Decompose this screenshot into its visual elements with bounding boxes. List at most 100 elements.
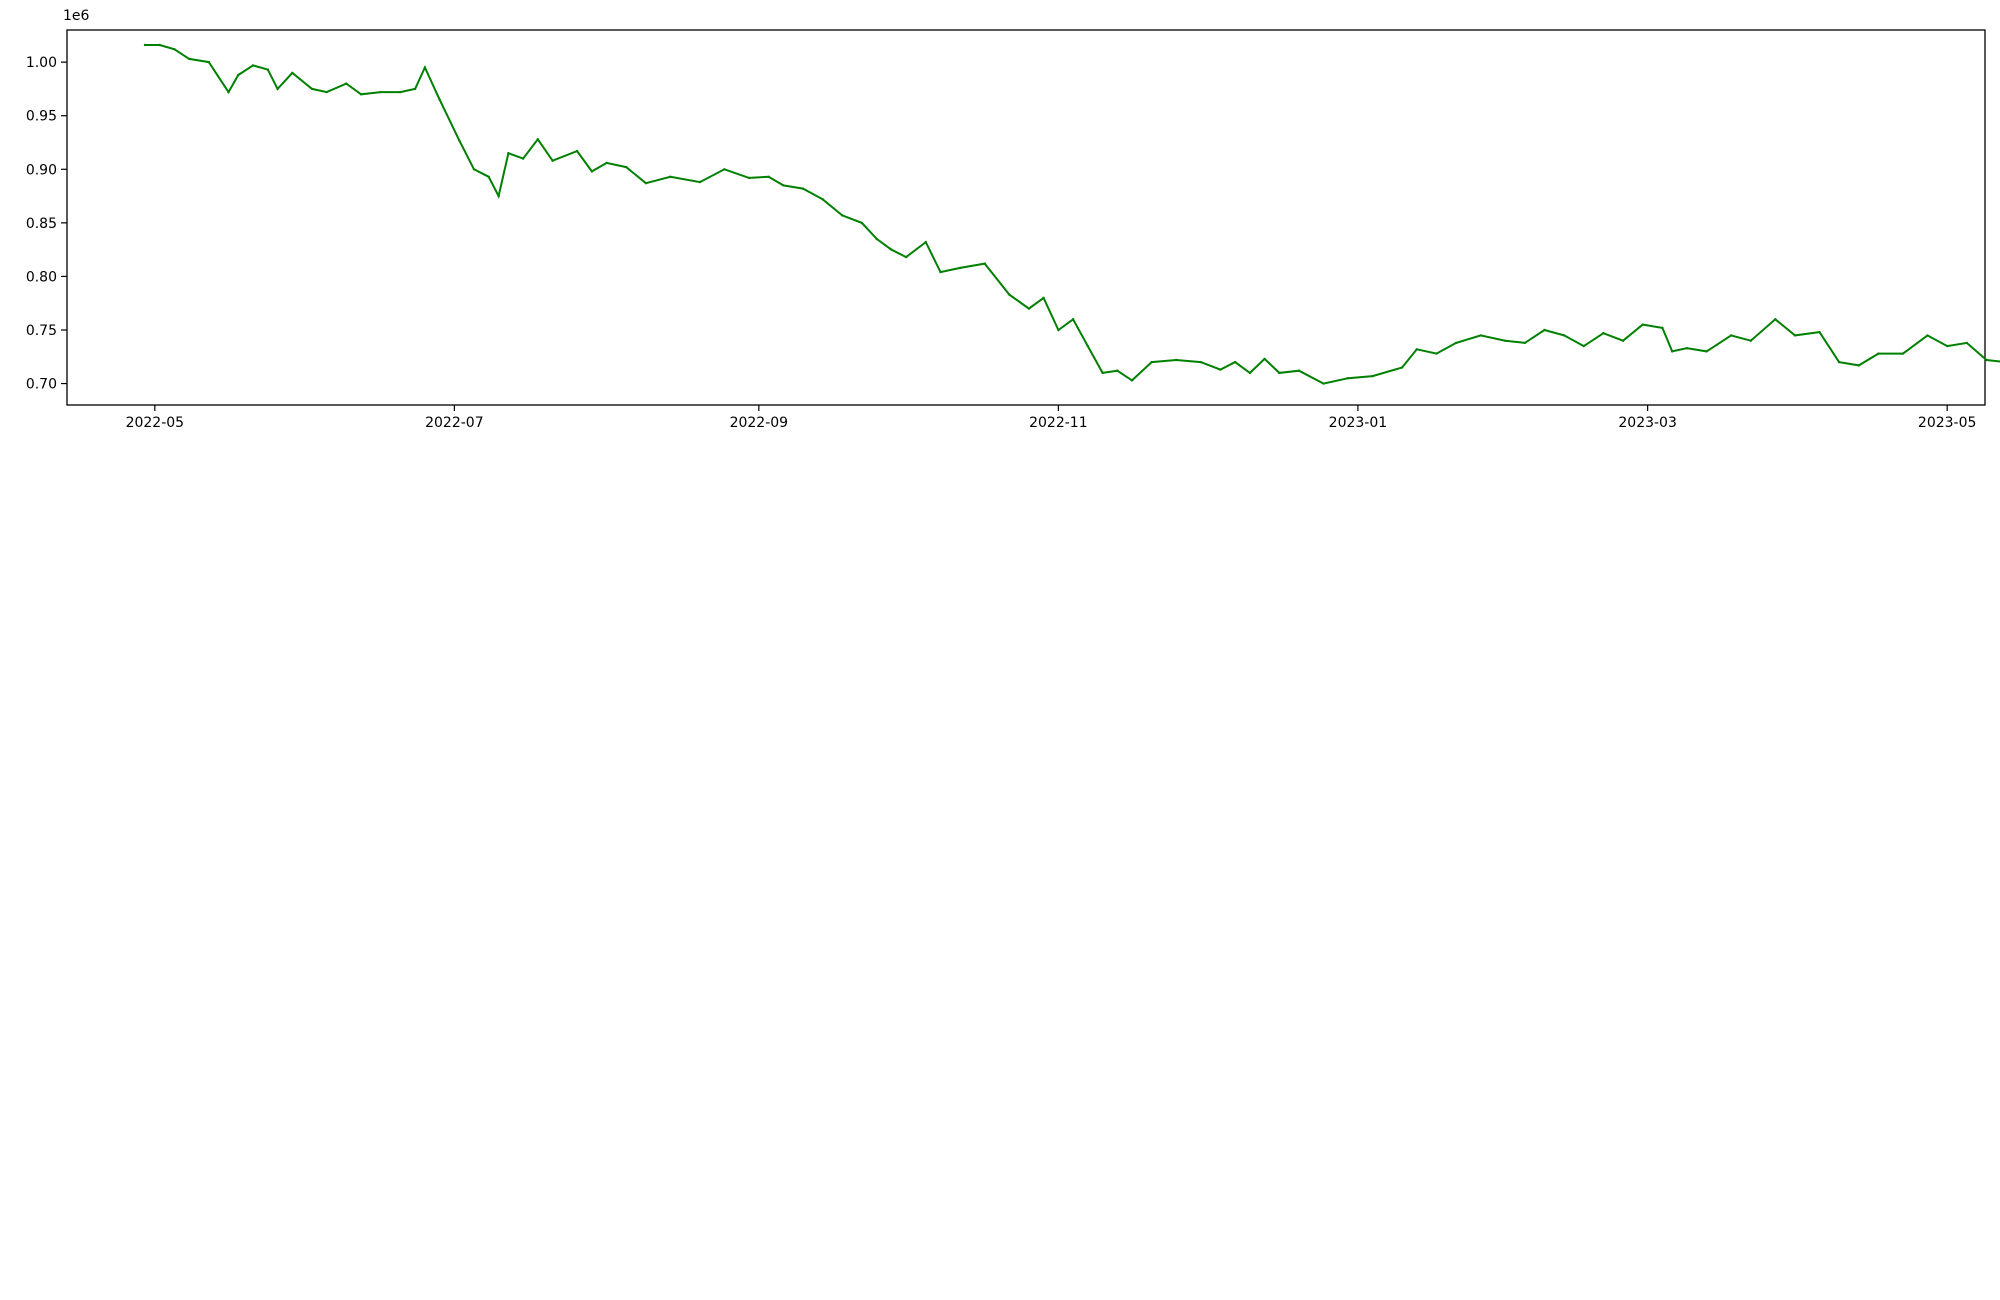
price-point [1199,360,1203,364]
price-point [359,93,363,96]
price-point [1150,360,1153,364]
price-point [1563,334,1566,337]
price-point [1086,344,1090,348]
price-point [782,184,785,187]
price-point [1071,318,1075,321]
price-point [1435,352,1438,355]
price-point [310,87,314,91]
price-point [860,221,864,225]
price-point [173,48,176,51]
price-point [1219,368,1222,371]
price-point [188,57,191,61]
price-point [1621,339,1625,342]
price-point [1008,293,1011,296]
price-point [1233,360,1237,364]
price-point [1263,357,1266,361]
price-y-tick-label: 0.85 [26,216,57,232]
x-tick-label: 2023-05 [1918,415,1977,431]
price-point [1837,360,1841,364]
price-point [1774,318,1777,321]
price-point [237,73,240,77]
price-point [1857,364,1861,367]
price-series-line [145,44,2000,385]
price-point [1322,382,1325,385]
price-y-tick-label: 0.75 [26,323,57,339]
price-point [959,266,962,270]
price-point [841,214,844,217]
price-point [590,170,594,173]
price-point [1946,344,1949,348]
price-point [158,43,161,47]
price-point [983,262,986,265]
price-point [1901,352,1905,355]
price-point [1346,377,1350,380]
price-plot-frame [66,29,1986,406]
price-y-tick-label: 0.80 [26,269,57,285]
price-offset-label: 1e6 [63,8,90,24]
price-point [497,194,500,198]
price-point [1042,296,1045,300]
price-point [644,182,648,185]
price-point [487,175,490,178]
price-point [521,157,525,160]
price-point [723,168,726,171]
price-y-tick-label: 1.00 [26,55,57,71]
price-point [325,90,328,94]
price-point [821,198,824,201]
price-point [1027,307,1031,310]
price-point [1454,341,1458,345]
price-point [1705,350,1708,353]
price-point [1877,352,1880,355]
price-point [1415,348,1419,351]
price-point [1641,323,1644,326]
x-tick-label: 2022-11 [1029,415,1088,431]
price-point [875,237,878,241]
x-tick-label: 2023-01 [1329,415,1388,431]
price-point [227,90,230,94]
price-y-tick-label: 0.70 [26,377,57,393]
price-point [1671,350,1674,353]
price-y-tick-label: 0.90 [26,162,57,178]
price-point [1101,371,1104,375]
price-point [1504,339,1507,342]
price-point [1926,334,1929,337]
price-point [423,66,427,69]
price-point [1749,339,1753,342]
price-point [1523,341,1527,345]
price-point [669,175,672,178]
price-point [1278,371,1281,375]
price-point [767,175,770,178]
price-point [276,87,279,91]
price-point [1116,369,1119,372]
price-point [747,176,751,180]
price-point [939,270,942,274]
price-point [890,248,893,251]
price-point [1248,371,1252,375]
price-point [1818,330,1821,334]
price-point [143,43,147,47]
price-point [551,159,554,162]
price-point [904,255,908,259]
price-point [1400,366,1404,369]
price-point [379,90,382,94]
price-point [1793,334,1797,337]
price-point [291,71,294,75]
price-point [536,138,539,141]
price-point [207,60,210,64]
price-point [801,187,805,190]
price-point [1130,379,1134,382]
price-point [625,165,628,169]
price-point [458,139,461,142]
price-point [1297,369,1301,372]
price-point [266,68,269,71]
x-tick-label: 2022-09 [730,415,789,431]
price-point [1602,332,1605,335]
price-point [605,161,608,165]
price-point [1582,344,1586,348]
price-point [507,152,510,155]
price-point [1985,358,1988,362]
price-point [251,64,255,67]
price-point [1661,326,1664,330]
x-tick-label: 2022-07 [425,415,484,431]
